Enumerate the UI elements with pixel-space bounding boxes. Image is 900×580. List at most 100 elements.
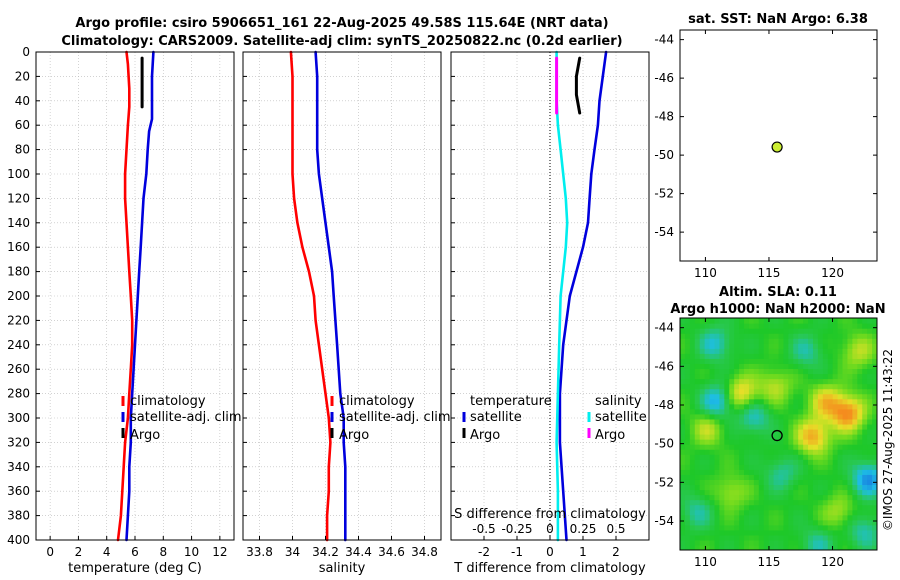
sla-heatmap-cell <box>694 328 701 334</box>
sla-heatmap-cell <box>684 514 691 521</box>
sla-heatmap-cell <box>748 388 755 395</box>
sla-heatmap-cell <box>793 444 799 450</box>
sla-heatmap-cell <box>793 393 799 400</box>
sla-heatmap-cell <box>852 524 858 531</box>
sla-heatmap-cell <box>744 444 750 450</box>
sla-heatmap-cell <box>729 338 735 344</box>
sla-heatmap-cell <box>704 469 711 475</box>
sla-heatmap-cell <box>803 504 809 511</box>
sla-heatmap-cell <box>793 454 799 460</box>
sla-heatmap-cell <box>768 524 775 531</box>
sla-heatmap-cell <box>724 469 730 475</box>
sla-heatmap-cell <box>817 408 824 415</box>
sla-heatmap-cell <box>763 459 770 465</box>
sla-heatmap-cell <box>867 428 873 435</box>
sla-heatmap-cell <box>680 499 686 506</box>
sla-heatmap-cell <box>862 373 868 380</box>
sla-map-y-tick-label: -44 <box>654 321 674 335</box>
sla-heatmap-cell <box>783 494 789 501</box>
sla-heatmap-cell <box>852 333 858 339</box>
sla-heatmap-cell <box>684 333 691 339</box>
sla-heatmap-cell <box>827 423 834 430</box>
sla-heatmap-cell <box>793 318 799 324</box>
sla-heatmap-cell <box>714 373 720 380</box>
sla-heatmap-cell <box>812 388 819 395</box>
sla-heatmap-cell <box>862 368 868 375</box>
sla-heatmap-cell <box>867 373 873 380</box>
sla-heatmap-cell <box>842 423 849 430</box>
sla-heatmap-cell <box>694 514 701 521</box>
sla-heatmap-cell <box>744 489 750 496</box>
sla-heatmap-cell <box>734 423 740 430</box>
sla-heatmap-cell <box>734 524 740 531</box>
sla-heatmap-cell <box>719 464 725 470</box>
sla-heatmap-cell <box>832 368 839 375</box>
sla-heatmap-cell <box>832 469 839 475</box>
sla-heatmap-cell <box>763 348 770 354</box>
sla-heatmap-cell <box>684 383 691 390</box>
sla-heatmap-cell <box>758 529 765 536</box>
sla-heatmap-cell <box>744 534 750 541</box>
sla-heatmap-cell <box>699 444 706 450</box>
sla-heatmap-cell <box>872 338 877 344</box>
sla-heatmap-cell <box>694 439 701 445</box>
sla-heatmap-cell <box>719 408 725 415</box>
difference-legend-t-argo: Argo <box>470 428 500 443</box>
sla-heatmap-cell <box>872 514 877 521</box>
sla-heatmap-cell <box>852 408 858 415</box>
sla-heatmap-cell <box>680 449 686 455</box>
depth-tick-label: 100 <box>7 167 30 181</box>
sla-heatmap-cell <box>744 514 750 521</box>
sla-heatmap-cell <box>773 519 780 526</box>
depth-tick-label: 200 <box>7 289 30 303</box>
sla-heatmap-cell <box>832 509 839 516</box>
sla-heatmap-cell <box>684 398 691 405</box>
sla-heatmap-cell <box>857 444 863 450</box>
sla-heatmap-cell <box>709 439 716 445</box>
sla-heatmap-cell <box>808 509 814 516</box>
sla-heatmap-cell <box>793 383 799 390</box>
salinity-legend-argo: Argo <box>339 428 369 443</box>
sla-heatmap-cell <box>763 539 770 546</box>
sla-heatmap-cell <box>729 403 735 410</box>
sla-heatmap-cell <box>872 318 877 324</box>
sla-heatmap-cell <box>773 353 780 359</box>
sla-heatmap-cell <box>724 318 730 324</box>
sla-heatmap-cell <box>763 434 770 440</box>
sla-heatmap-cell <box>822 363 829 370</box>
sla-heatmap-cell <box>817 434 824 440</box>
sla-heatmap-cell <box>680 544 686 550</box>
sla-heatmap-cell <box>852 439 858 445</box>
sla-heatmap-cell <box>857 408 863 415</box>
sla-heatmap-cell <box>709 449 716 455</box>
sla-heatmap-cell <box>699 323 706 329</box>
sla-heatmap-cell <box>783 388 789 395</box>
sla-heatmap-cell <box>783 454 789 460</box>
sla-heatmap-cell <box>748 479 755 486</box>
difference-s-tick-label: 0.5 <box>606 522 625 536</box>
sla-heatmap-cell <box>788 454 794 460</box>
sla-heatmap-cell <box>724 529 730 536</box>
sla-heatmap-cell <box>744 363 750 370</box>
sla-heatmap-cell <box>684 509 691 516</box>
sla-heatmap-cell <box>857 398 863 405</box>
sla-heatmap-cell <box>724 484 730 491</box>
sla-heatmap-cell <box>867 328 873 334</box>
sla-heatmap-cell <box>778 444 785 450</box>
sla-heatmap-cell <box>763 368 770 375</box>
sla-heatmap-cell <box>748 378 755 385</box>
sla-heatmap-cell <box>734 428 740 435</box>
sla-heatmap-cell <box>817 509 824 516</box>
sla-heatmap-cell <box>704 474 711 480</box>
sla-heatmap-cell <box>827 444 834 450</box>
sla-heatmap-cell <box>847 534 853 541</box>
sla-heatmap-cell <box>709 479 716 486</box>
sla-heatmap-cell <box>773 378 780 385</box>
sla-heatmap-cell <box>704 328 711 334</box>
sla-heatmap-cell <box>803 363 809 370</box>
sla-heatmap-cell <box>847 529 853 536</box>
sla-heatmap-cell <box>739 539 745 546</box>
sla-heatmap-cell <box>773 328 780 334</box>
sla-heatmap-cell <box>680 418 686 425</box>
temperature-legend: climatology satellite-adj. clim Argo <box>121 394 242 443</box>
